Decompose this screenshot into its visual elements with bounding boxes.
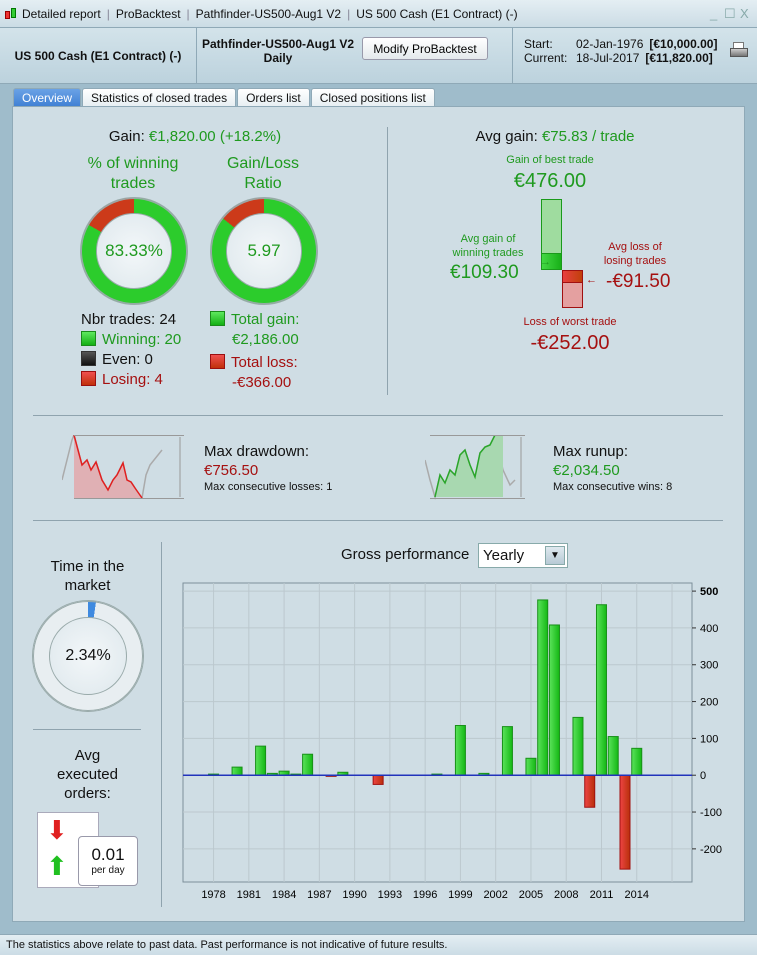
max-drawdown-label: Max drawdown: xyxy=(204,443,310,460)
total-loss-swatch xyxy=(210,354,225,369)
totals: Total gain: €2,186.00 Total loss: -€366.… xyxy=(210,310,299,393)
gain-label: Gain: xyxy=(108,128,145,145)
maximize-button[interactable]: ☐ xyxy=(724,6,736,21)
losing-count: Losing: 4 xyxy=(102,371,163,388)
period-dropdown[interactable]: Yearly ▼ xyxy=(478,543,568,568)
chevron-down-icon[interactable]: ▼ xyxy=(545,546,565,565)
avg-loss-value: -€91.50 xyxy=(606,271,671,292)
title-separator: | xyxy=(186,7,190,21)
ratio-donut: 5.97 xyxy=(211,198,317,304)
tab-closed-positions-list[interactable]: Closed positions list xyxy=(310,88,435,107)
avg-win-value: €109.30 xyxy=(450,262,519,283)
instrument-name: US 500 Cash (E1 Contract) (-) xyxy=(14,49,182,63)
orders-per-day-value: 0.01 xyxy=(91,845,125,864)
avg-win-label: Avg gain of winning trades xyxy=(452,233,524,259)
modify-probacktest-button[interactable]: Modify ProBacktest xyxy=(362,37,488,60)
orders-per-day-unit: per day xyxy=(91,865,125,876)
title-segments: Detailed report | ProBacktest | Pathfind… xyxy=(22,0,518,28)
tab-bar: Overview Statistics of closed trades Ord… xyxy=(13,88,435,107)
start-label: Start: xyxy=(524,37,553,51)
worst-trade-value: -€252.00 xyxy=(530,332,610,354)
max-runup-value: €2,034.50 xyxy=(553,462,620,479)
avg-gain-value: €75.83 / trade xyxy=(541,128,635,145)
gain-summary: Gain: €1,820.00 (+18.2%) xyxy=(40,128,350,145)
arrow-up-icon: ⬆ xyxy=(46,851,68,881)
time-in-market-value: 2.34% xyxy=(49,617,127,695)
title-segment: Detailed report xyxy=(22,7,101,21)
avg-win-bar xyxy=(541,253,562,270)
current-value: [€11,820.00] xyxy=(645,51,713,65)
close-button[interactable]: X xyxy=(740,6,749,21)
even-count: Even: 0 xyxy=(102,351,153,368)
status-bar: The statistics above relate to past data… xyxy=(0,934,757,955)
avg-loss-label: Avg loss of losing trades xyxy=(603,241,667,267)
best-trade-bar xyxy=(541,199,562,254)
trades-breakdown: Nbr trades: 24 Winning: 20 Even: 0 Losin… xyxy=(81,310,181,390)
title-segment: ProBacktest xyxy=(115,7,181,21)
avg-gain-summary: Avg gain: €75.83 / trade xyxy=(420,128,690,145)
timeframe: Daily xyxy=(263,51,293,65)
avg-gain-label: Avg gain: xyxy=(475,128,538,145)
total-gain-value: €2,186.00 xyxy=(232,331,299,348)
printer-icon[interactable] xyxy=(730,42,748,58)
start-row: Start: 02-Jan-1976 [€10,000.00] xyxy=(524,37,717,51)
start-date: 02-Jan-1976 xyxy=(576,37,644,51)
worst-trade-label: Loss of worst trade xyxy=(523,316,617,328)
total-loss-label: Total loss: xyxy=(231,354,298,371)
time-in-market-donut: 2.34% xyxy=(33,601,143,711)
total-gain-label: Total gain: xyxy=(231,311,300,328)
best-trade-label: Gain of best trade xyxy=(506,154,594,166)
winning-percent: 83.33% xyxy=(96,213,172,289)
max-consecutive-wins: Max consecutive wins: 8 xyxy=(553,481,673,493)
arrow-left-icon: ← xyxy=(586,274,597,286)
worst-trade-bar xyxy=(562,282,583,308)
title-bar: Detailed report | ProBacktest | Pathfind… xyxy=(0,0,757,28)
ratio-title: Gain/Loss Ratio xyxy=(226,155,300,192)
max-consecutive-losses: Max consecutive losses: 1 xyxy=(204,481,333,493)
orders-per-day-box: 0.01 per day xyxy=(78,836,138,886)
minimize-button[interactable]: _ xyxy=(710,6,718,21)
tab-statistics-closed-trades[interactable]: Statistics of closed trades xyxy=(82,88,237,107)
header: US 500 Cash (E1 Contract) (-) Pathfinder… xyxy=(0,28,757,84)
current-row: Current: 18-Jul-2017 [€11,820.00] xyxy=(524,51,713,65)
total-gain-swatch xyxy=(210,311,225,326)
period-value: Yearly xyxy=(483,547,525,564)
drawdown-sparkline xyxy=(62,435,184,499)
winning-swatch xyxy=(81,331,96,346)
time-in-market-title: Time in the market xyxy=(50,558,125,594)
tab-orders-list[interactable]: Orders list xyxy=(237,88,310,107)
avg-orders-title: Avg executed orders: xyxy=(57,747,118,802)
max-drawdown-value: €756.50 xyxy=(204,462,259,479)
tab-overview[interactable]: Overview xyxy=(13,88,82,107)
even-swatch xyxy=(81,351,96,366)
winning-donut: 83.33% xyxy=(81,198,187,304)
arrow-right-icon: → xyxy=(540,256,551,268)
gross-performance-label: Gross performance xyxy=(341,546,470,563)
title-separator: | xyxy=(106,7,110,21)
total-loss-value: -€366.00 xyxy=(232,374,292,391)
start-value: [€10,000.00] xyxy=(649,37,718,51)
app-candlestick-icon xyxy=(4,7,18,21)
winning-title: % of winning trades xyxy=(87,155,179,192)
nbr-trades: Nbr trades: 24 xyxy=(81,311,177,328)
title-segment: US 500 Cash (E1 Contract) (-) xyxy=(356,7,518,21)
best-trade-value: €476.00 xyxy=(513,170,587,192)
arrow-down-icon: ⬇ xyxy=(46,815,68,845)
title-separator: | xyxy=(347,7,351,21)
current-date: 18-Jul-2017 xyxy=(576,51,640,65)
gain-value: €1,820.00 (+18.2%) xyxy=(148,128,282,145)
ratio-value: 5.97 xyxy=(226,213,302,289)
title-segment: Pathfinder-US500-Aug1 V2 xyxy=(195,7,342,21)
losing-swatch xyxy=(81,371,96,386)
current-label: Current: xyxy=(524,51,568,65)
runup-sparkline xyxy=(425,435,525,500)
max-runup-label: Max runup: xyxy=(553,443,629,460)
system-name: Pathfinder-US500-Aug1 V2 xyxy=(201,37,355,51)
winning-count: Winning: 20 xyxy=(102,331,182,348)
